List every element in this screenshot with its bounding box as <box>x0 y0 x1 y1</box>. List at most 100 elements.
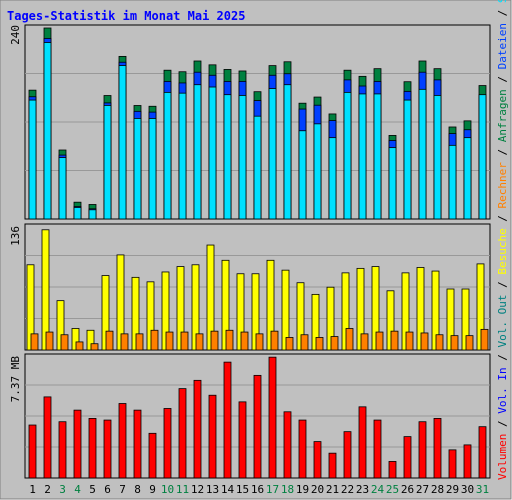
bar-seiten-day-7 <box>118 65 127 220</box>
bar-seiten-day-8 <box>133 118 142 220</box>
bar-volumen-day-19 <box>298 419 307 479</box>
day-label-13: 13 <box>206 483 219 496</box>
bar-rechner-day-10 <box>165 331 174 351</box>
day-label-24: 24 <box>371 483 385 496</box>
bar-rechner-day-6 <box>105 330 114 351</box>
day-label-28: 28 <box>431 483 444 496</box>
bar-besuche-day-1 <box>26 264 35 351</box>
day-label-30: 30 <box>461 483 474 496</box>
bar-seiten-day-2 <box>43 42 52 220</box>
day-label-16: 16 <box>251 483 264 496</box>
day-label-18: 18 <box>281 483 294 496</box>
day-label-4: 4 <box>74 483 81 496</box>
bar-besuche-day-27 <box>416 267 425 351</box>
day-label-11: 11 <box>176 483 189 496</box>
panel-requests: 240 <box>9 24 491 220</box>
bar-rechner-day-28 <box>435 334 444 351</box>
bar-besuche-day-4 <box>71 328 80 351</box>
bar-rechner-day-26 <box>405 331 414 351</box>
panel-visits: 136 <box>9 223 491 351</box>
bar-besuche-day-18 <box>281 269 290 351</box>
day-label-25: 25 <box>386 483 399 496</box>
day-label-8: 8 <box>134 483 141 496</box>
bar-volumen-day-13 <box>208 394 217 479</box>
bar-volumen-day-24 <box>373 419 382 479</box>
bar-besuche-day-6 <box>101 275 110 351</box>
bar-volumen-day-5 <box>88 418 97 479</box>
bar-rechner-day-25 <box>390 330 399 351</box>
bar-besuche-day-19 <box>296 282 305 351</box>
day-label-5: 5 <box>89 483 96 496</box>
bar-rechner-day-23 <box>360 333 369 351</box>
bar-besuche-day-16 <box>251 273 260 351</box>
panel-visits-max-label: 136 <box>9 226 22 246</box>
bar-rechner-day-7 <box>120 333 129 351</box>
bar-volumen-day-10 <box>163 408 172 479</box>
bar-besuche-day-24 <box>371 266 380 351</box>
bar-seiten-day-30 <box>463 137 472 220</box>
day-label-9: 9 <box>149 483 156 496</box>
bar-volumen-day-21 <box>328 452 337 479</box>
bar-rechner-day-14 <box>225 329 234 351</box>
legend-volumen: Volumen <box>496 434 509 480</box>
bar-besuche-day-20 <box>311 293 320 351</box>
bar-seiten-day-17 <box>268 88 277 220</box>
bar-seiten-day-14 <box>223 94 232 220</box>
bar-rechner-day-21 <box>330 336 339 351</box>
bar-rechner-day-3 <box>60 334 69 351</box>
bar-rechner-day-19 <box>300 334 309 351</box>
legend-besuche: Besuche <box>496 228 509 274</box>
bar-rechner-day-5 <box>90 343 99 351</box>
bar-volumen-day-8 <box>133 409 142 479</box>
legend: Volumen / Vol. In / Vol. Out / Besuche /… <box>496 0 509 480</box>
bar-seiten-day-23 <box>358 93 367 220</box>
bar-besuche-day-5 <box>86 329 95 351</box>
bar-rechner-day-22 <box>345 328 354 351</box>
legend-separator: / <box>496 275 509 295</box>
bar-rechner-day-2 <box>45 331 54 351</box>
bar-volumen-day-18 <box>283 411 292 479</box>
day-label-26: 26 <box>401 483 414 496</box>
panel-visits-bars <box>26 229 489 351</box>
bar-volumen-day-17 <box>268 356 277 479</box>
bar-rechner-day-13 <box>210 330 219 351</box>
bar-volumen-day-2 <box>43 396 52 479</box>
bar-rechner-day-9 <box>150 329 159 351</box>
bar-rechner-day-29 <box>450 335 459 351</box>
bar-besuche-day-22 <box>341 272 350 351</box>
bar-besuche-day-3 <box>56 300 65 351</box>
bar-besuche-day-15 <box>236 273 245 351</box>
bar-seiten-day-28 <box>433 95 442 220</box>
bar-volumen-day-29 <box>448 449 457 479</box>
day-label-20: 20 <box>311 483 324 496</box>
bar-seiten-day-5 <box>88 209 97 220</box>
bar-besuche-day-9 <box>146 281 155 351</box>
day-label-31: 31 <box>476 483 489 496</box>
bar-besuche-day-8 <box>131 276 140 351</box>
bar-volumen-day-14 <box>223 361 232 479</box>
bar-besuche-day-28 <box>431 270 440 351</box>
legend-vol-in: Vol. In <box>496 367 509 413</box>
bar-seiten-day-4 <box>73 207 82 220</box>
bar-besuche-day-7 <box>116 254 125 351</box>
legend-vol-out: Vol. Out <box>496 295 509 348</box>
bar-seiten-day-6 <box>103 105 112 220</box>
day-label-23: 23 <box>356 483 369 496</box>
panel-volume-bars <box>28 356 487 479</box>
day-label-1: 1 <box>29 483 36 496</box>
panel-volume: 7.37 MB <box>9 353 491 479</box>
bar-seiten-day-11 <box>178 92 187 220</box>
day-label-12: 12 <box>191 483 204 496</box>
bar-besuche-day-21 <box>326 286 335 351</box>
bar-volumen-day-25 <box>388 461 397 479</box>
bar-seiten-day-24 <box>373 93 382 220</box>
bar-seiten-day-21 <box>328 137 337 220</box>
bar-rechner-day-17 <box>270 330 279 351</box>
bar-volumen-day-15 <box>238 401 247 479</box>
day-label-17: 17 <box>266 483 279 496</box>
bar-seiten-day-25 <box>388 147 397 220</box>
bar-rechner-day-18 <box>285 337 294 351</box>
bar-volumen-day-3 <box>58 421 67 479</box>
day-label-6: 6 <box>104 483 111 496</box>
bar-besuche-day-23 <box>356 267 365 351</box>
